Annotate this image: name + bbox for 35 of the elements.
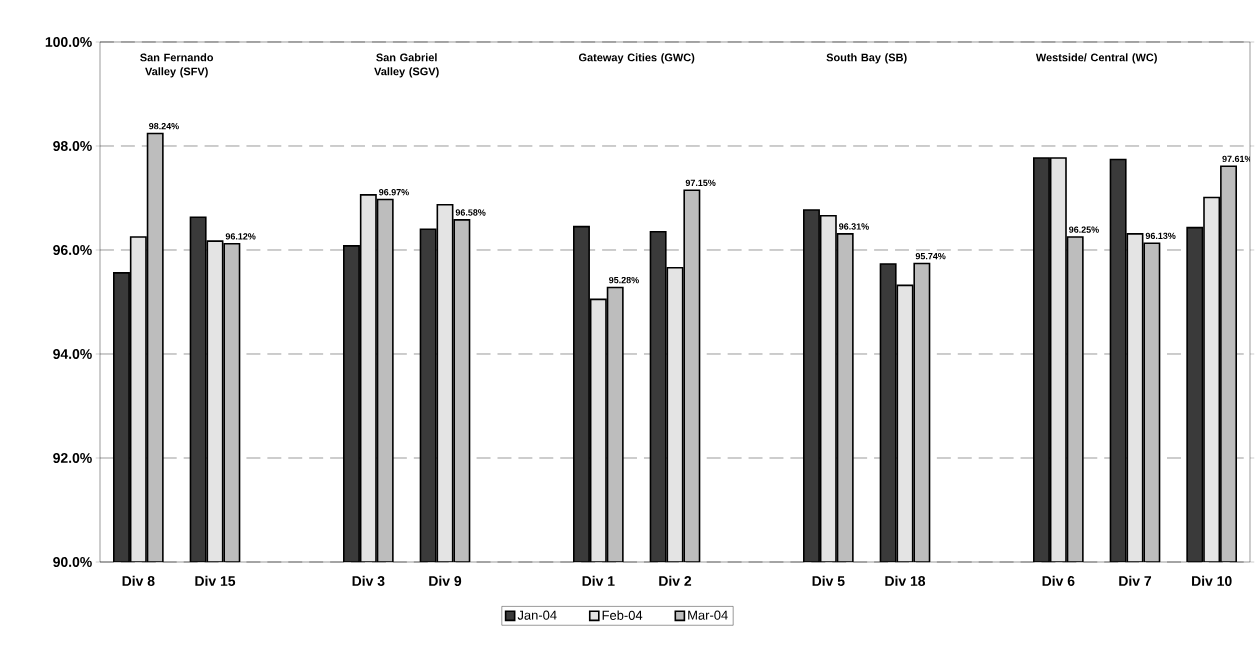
x-tick-label: Div 6 xyxy=(1042,575,1075,586)
x-tick-label: Div 2 xyxy=(659,575,692,586)
y-tick-label: 100.0% xyxy=(45,37,92,47)
legend-label: Jan-04 xyxy=(517,610,557,620)
annotation: San Fernando Valley (SFV) xyxy=(140,53,214,78)
y-tick-label: 98.0% xyxy=(53,141,92,151)
annotation: San Gabriel Valley (SGV) xyxy=(374,53,439,78)
x-tick-label: Div 1 xyxy=(582,575,615,586)
x-tick-label: Div 5 xyxy=(812,575,845,586)
data-label: 95.28% xyxy=(609,276,639,284)
legend-label: Mar-04 xyxy=(688,610,728,620)
annotation: Westside/ Central (WC) xyxy=(1035,53,1157,64)
data-label: 96.58% xyxy=(455,209,486,216)
y-tick-label: 94.0% xyxy=(53,349,92,359)
x-tick-label: Div 18 xyxy=(885,575,926,586)
x-tick-label: Div 9 xyxy=(429,575,462,586)
data-label: 96.12% xyxy=(225,233,256,240)
y-tick-label: 90.0% xyxy=(53,557,92,567)
data-label: 98.24% xyxy=(149,122,179,130)
data-label: 96.13% xyxy=(1145,232,1176,240)
x-tick-label: Div 15 xyxy=(195,575,236,586)
x-tick-label: Div 7 xyxy=(1119,575,1152,586)
data-label: 97.15% xyxy=(685,179,716,187)
y-tick-label: 96.0% xyxy=(53,245,92,255)
y-tick-label: 92.0% xyxy=(53,453,92,463)
annotation: Gateway Cities (GWC) xyxy=(578,53,695,64)
legend-label: Feb-04 xyxy=(602,610,643,620)
data-label: 96.25% xyxy=(1069,226,1099,233)
data-label: 96.97% xyxy=(379,189,409,196)
annotation: South Bay (SB) xyxy=(826,53,907,64)
x-tick-label: Div 8 xyxy=(122,575,155,586)
x-tick-label: Div 3 xyxy=(352,575,385,587)
data-label: 96.31% xyxy=(839,223,869,230)
data-label: 95.74% xyxy=(915,252,946,260)
x-tick-label: Div 10 xyxy=(1192,575,1232,586)
